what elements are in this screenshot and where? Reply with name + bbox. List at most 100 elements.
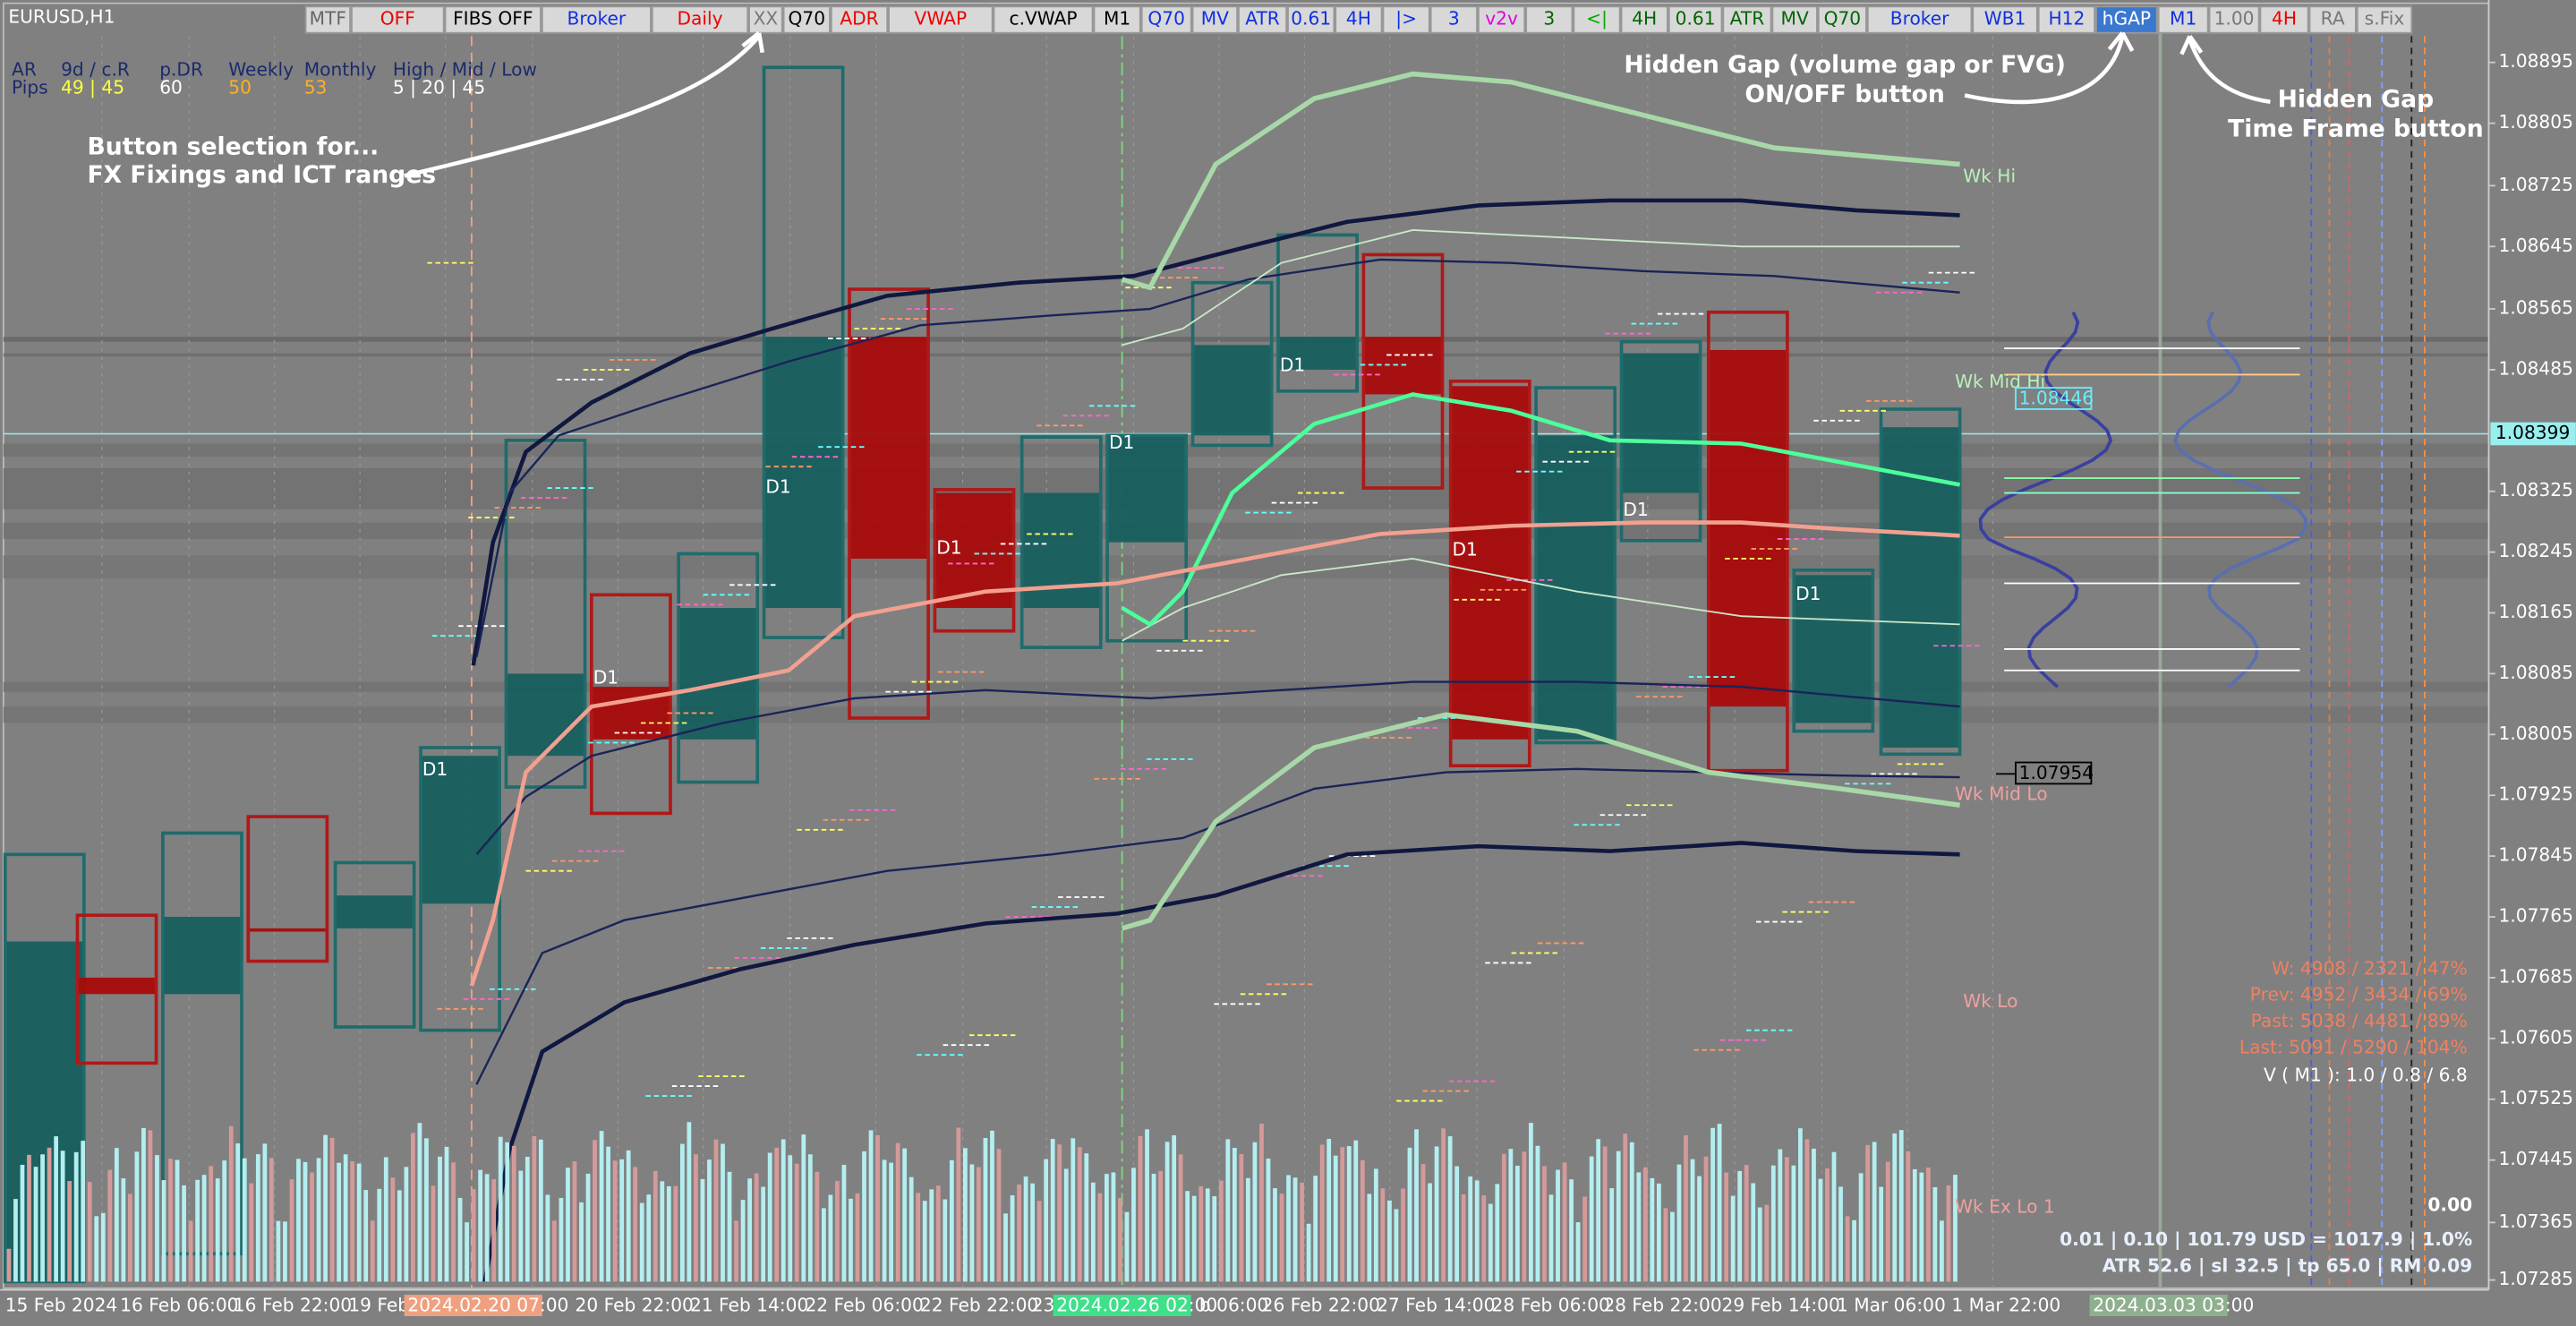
volume-bar — [81, 1141, 86, 1282]
toolbar-button[interactable] — [748, 5, 783, 34]
wk-band — [1122, 229, 1960, 346]
toolbar-button-label[interactable]: ADR — [840, 8, 878, 30]
volume-bar — [1138, 1135, 1143, 1282]
toolbar-button-label[interactable]: c.VWAP — [1010, 8, 1078, 30]
toolbar-button-label[interactable]: s.Fix — [2365, 8, 2405, 30]
volume-bar — [633, 1167, 638, 1282]
toolbar-button-label[interactable]: H12 — [2048, 8, 2085, 30]
toolbar-button[interactable] — [2308, 5, 2357, 34]
toolbar-button-label[interactable]: ATR — [1730, 8, 1765, 30]
volume-bar — [1932, 1186, 1938, 1282]
volume-bar — [585, 1173, 591, 1282]
toolbar-button[interactable] — [1771, 5, 1818, 34]
toolbar-button[interactable] — [1140, 5, 1192, 34]
toolbar-button-label[interactable]: Q70 — [1824, 8, 1862, 30]
volume-bar — [404, 1167, 409, 1282]
toolbar-button-label[interactable]: 4H — [1632, 8, 1657, 30]
toolbar-button[interactable] — [304, 5, 352, 34]
toolbar-button[interactable] — [2208, 5, 2260, 34]
candle-body — [77, 977, 157, 995]
toolbar-button-label[interactable]: OFF — [380, 8, 415, 30]
toolbar-button-label[interactable]: <| — [1586, 8, 1608, 30]
toolbar-button[interactable] — [2259, 5, 2309, 34]
volume-bar — [1111, 1172, 1116, 1282]
toolbar-button-label[interactable]: MTF — [310, 8, 346, 30]
toolbar-button-label[interactable]: MV — [1781, 8, 1809, 30]
volume-bar — [1602, 1146, 1608, 1282]
toolbar-button[interactable] — [444, 5, 542, 34]
summary-line: Last: 5091 / 5290 / 104% — [2239, 1036, 2468, 1057]
toolbar-button[interactable] — [1866, 5, 1973, 34]
volume-bar — [1953, 1175, 1958, 1282]
toolbar-button-label[interactable]: MV — [1201, 8, 1229, 30]
toolbar-button[interactable] — [1525, 5, 1574, 34]
toolbar-button-label[interactable]: Q70 — [1147, 8, 1185, 30]
toolbar-button[interactable] — [1477, 5, 1526, 34]
volume-bar — [1468, 1176, 1473, 1282]
toolbar-button-label[interactable]: 1.00 — [2214, 8, 2255, 30]
toolbar-button-label[interactable]: 4H — [2272, 8, 2297, 30]
stats-value: 60 — [159, 77, 183, 98]
toolbar-button[interactable] — [2356, 5, 2413, 34]
toolbar-button[interactable] — [1817, 5, 1867, 34]
toolbar-button-label[interactable]: M1 — [1104, 8, 1130, 30]
volume-bar — [1414, 1129, 1419, 1282]
volume-bar — [1872, 1142, 1877, 1282]
toolbar-button[interactable] — [2157, 5, 2209, 34]
toolbar-button[interactable] — [1238, 5, 1288, 34]
volume-bar — [127, 1193, 132, 1282]
toolbar-button[interactable] — [1972, 5, 2038, 34]
toolbar-button-label[interactable]: 0.61 — [1676, 8, 1716, 30]
toolbar-button-label[interactable]: 3 — [1448, 8, 1460, 30]
toolbar-button[interactable] — [1429, 5, 1478, 34]
volume-bar — [1589, 1156, 1594, 1282]
volume-bar — [40, 1154, 45, 1282]
toolbar-button[interactable] — [2037, 5, 2095, 34]
volume-bar — [1461, 1193, 1466, 1282]
toolbar-button[interactable] — [1287, 5, 1335, 34]
toolbar-button-label[interactable]: Broker — [567, 8, 627, 30]
volume-bar — [1023, 1176, 1028, 1282]
toolbar-button-label[interactable]: Daily — [677, 8, 722, 30]
toolbar-button-label[interactable]: v2v — [1485, 8, 1518, 30]
volume-bar — [1145, 1129, 1149, 1282]
toolbar-button[interactable] — [830, 5, 889, 34]
toolbar-button[interactable] — [2094, 5, 2158, 34]
toolbar-button[interactable] — [351, 5, 445, 34]
toolbar-button[interactable] — [1335, 5, 1383, 34]
toolbar-button-label[interactable]: |> — [1395, 8, 1417, 30]
toolbar-button[interactable] — [1382, 5, 1430, 34]
toolbar-button[interactable] — [782, 5, 831, 34]
candle-body — [162, 917, 242, 995]
toolbar-button-label[interactable]: 3 — [1543, 8, 1555, 30]
toolbar-button[interactable] — [541, 5, 652, 34]
toolbar-button-label[interactable]: VWAP — [915, 8, 968, 30]
toolbar-button-label[interactable]: ATR — [1245, 8, 1280, 30]
toolbar-button-label[interactable]: FIBS OFF — [453, 8, 533, 30]
toolbar-button[interactable] — [1620, 5, 1668, 34]
toolbar-button-label[interactable]: 0.61 — [1291, 8, 1331, 30]
toolbar-button[interactable] — [1191, 5, 1239, 34]
toolbar-button-label[interactable]: RA — [2321, 8, 2345, 30]
toolbar-button-label[interactable]: Broker — [1890, 8, 1949, 30]
toolbar-button[interactable] — [1093, 5, 1141, 34]
toolbar-button[interactable] — [1573, 5, 1621, 34]
toolbar-button[interactable] — [1722, 5, 1772, 34]
volume-bar — [1495, 1184, 1500, 1282]
toolbar-button-label[interactable]: WB1 — [1984, 8, 2026, 30]
toolbar-button[interactable] — [1668, 5, 1723, 34]
toolbar-button[interactable] — [993, 5, 1094, 34]
toolbar-button-label[interactable]: XX — [754, 8, 779, 30]
volume-bar — [249, 1183, 254, 1282]
toolbar-button-label[interactable]: hGAP — [2103, 8, 2151, 30]
toolbar-button-label[interactable]: 4H — [1346, 8, 1371, 30]
volume-bar — [343, 1154, 348, 1282]
volume-bar — [687, 1122, 692, 1282]
toolbar-button[interactable] — [888, 5, 994, 34]
toolbar-button-label[interactable]: M1 — [2170, 8, 2196, 30]
toolbar-button-label[interactable]: Q70 — [789, 8, 826, 30]
volume-bar — [835, 1181, 840, 1282]
candle-range — [1361, 252, 1445, 490]
toolbar-button[interactable] — [651, 5, 749, 34]
wk-hi — [1121, 71, 1960, 291]
